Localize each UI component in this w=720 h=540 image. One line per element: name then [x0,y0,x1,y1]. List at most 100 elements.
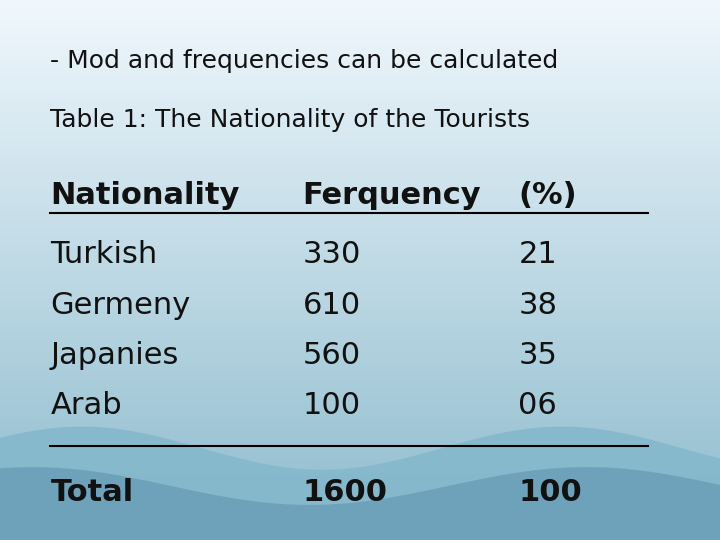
Bar [0,57,720,59]
Bar [0,140,720,143]
Bar [0,243,720,246]
Bar [0,462,720,464]
Text: 06: 06 [518,391,557,420]
Text: 100: 100 [518,478,582,507]
Bar [0,394,720,397]
Bar [0,502,720,505]
Bar [0,143,720,146]
Bar [0,432,720,435]
Bar [0,526,720,529]
Bar [0,300,720,302]
Bar [0,146,720,148]
Bar [0,194,720,197]
Bar [0,205,720,208]
Text: Nationality: Nationality [50,181,240,210]
Bar [0,238,720,240]
Bar [0,248,720,251]
Bar [0,297,720,300]
Bar [0,76,720,78]
Bar [0,132,720,135]
Bar [0,211,720,213]
Bar [0,319,720,321]
Bar [0,359,720,362]
Bar [0,240,720,243]
Bar [0,219,720,221]
Bar [0,173,720,176]
Text: Turkish: Turkish [50,240,158,269]
Bar [0,378,720,381]
Bar [0,424,720,427]
Bar [0,30,720,32]
Text: 38: 38 [518,291,557,320]
Bar [0,235,720,238]
Bar [0,324,720,327]
Bar [0,335,720,338]
Bar [0,38,720,40]
Bar [0,497,720,500]
Bar [0,246,720,248]
Bar [0,410,720,413]
Bar [0,356,720,359]
Bar [0,46,720,49]
Bar [0,459,720,462]
Bar [0,440,720,443]
Bar [0,405,720,408]
Bar [0,392,720,394]
Bar [0,148,720,151]
Bar [0,216,720,219]
Bar [0,321,720,324]
Text: Germeny: Germeny [50,291,191,320]
Bar [0,51,720,54]
Text: - Mod and frequencies can be calculated: - Mod and frequencies can be calculated [50,49,559,72]
Bar [0,470,720,472]
Bar [0,127,720,130]
Bar [0,416,720,418]
Bar [0,284,720,286]
Bar [0,97,720,100]
Bar [0,130,720,132]
Bar [0,100,720,103]
Bar [0,348,720,351]
Bar [0,35,720,38]
Bar [0,256,720,259]
Bar [0,3,720,5]
Bar [0,8,720,11]
Bar [0,92,720,94]
Bar [0,84,720,86]
Bar [0,429,720,432]
Bar [0,27,720,30]
Bar [0,494,720,497]
Bar [0,483,720,486]
Bar [0,386,720,389]
Bar [0,43,720,46]
Bar [0,302,720,305]
Bar [0,413,720,416]
Bar [0,165,720,167]
Bar [0,521,720,524]
Bar [0,86,720,89]
Bar [0,475,720,478]
Text: 330: 330 [302,240,361,269]
Bar [0,122,720,124]
Text: 35: 35 [518,341,557,370]
Bar [0,427,720,429]
Bar [0,508,720,510]
Bar [0,265,720,267]
Bar [0,383,720,386]
Bar [0,162,720,165]
Bar [0,305,720,308]
Bar [0,94,720,97]
Polygon shape [0,427,720,540]
Bar [0,381,720,383]
Bar [0,364,720,367]
Bar [0,500,720,502]
Bar [0,362,720,364]
Bar [0,70,720,73]
Bar [0,19,720,22]
Bar [0,464,720,467]
Bar [0,32,720,35]
Bar [0,472,720,475]
Bar [0,103,720,105]
Bar [0,456,720,459]
Bar [0,135,720,138]
